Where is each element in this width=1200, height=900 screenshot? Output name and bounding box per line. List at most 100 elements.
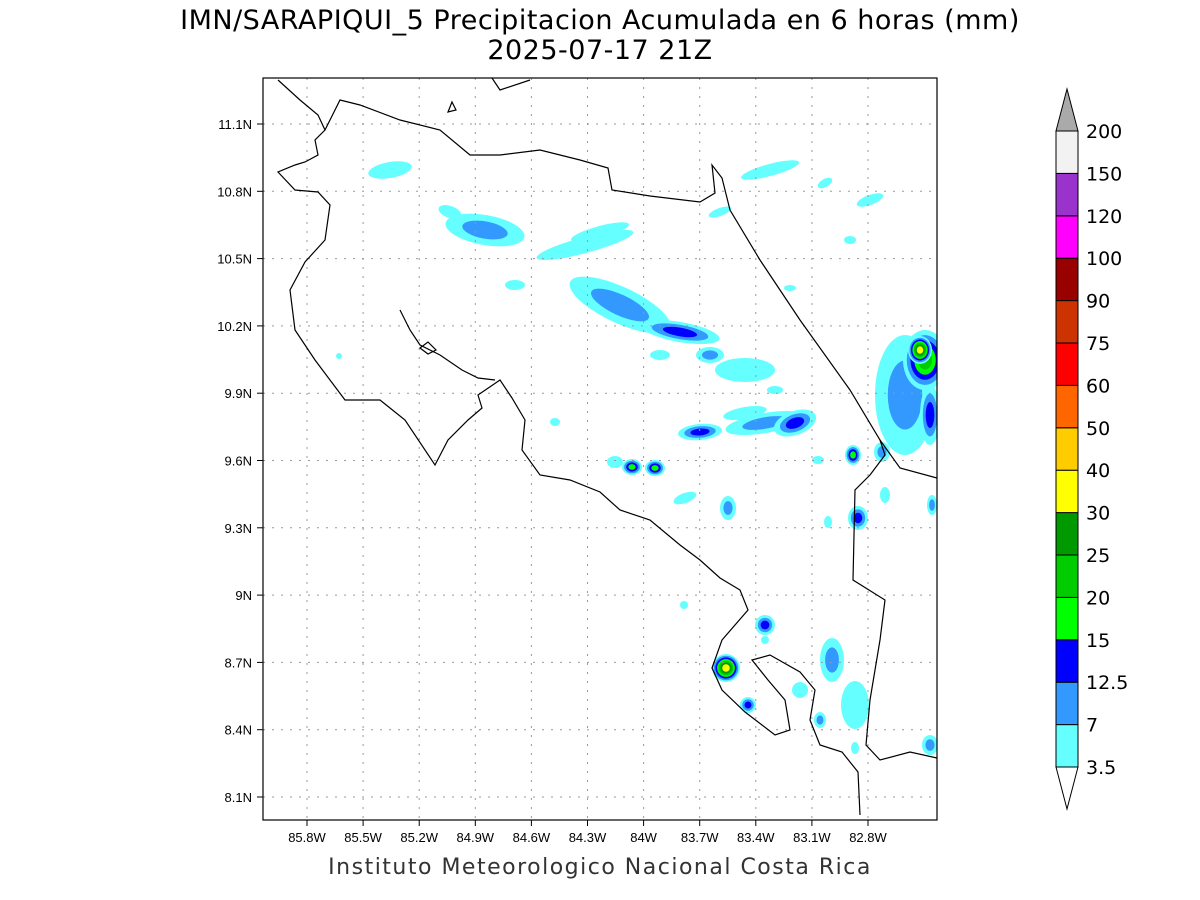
- precip-contour-level-0: [761, 636, 769, 644]
- map-frame: [262, 77, 938, 821]
- precip-contour-level-1: [462, 220, 508, 240]
- colorbar-swatch: [1055, 469, 1079, 514]
- precip-contour-level-0: [607, 456, 623, 468]
- chart-subtitle: 2025-07-17 21Z: [487, 35, 713, 66]
- precip-contour-level-3: [628, 464, 636, 470]
- colorbar: 3.5 7 12.5 15 20 25 30 40 50 60 75 90 100 120 150 200: [1055, 87, 1128, 811]
- x-tick-label: 83.7W: [681, 830, 719, 845]
- precipitation-field: [336, 160, 937, 755]
- nicaragua-border: [324, 99, 937, 479]
- precip-contour-level-0: [536, 229, 634, 261]
- precip-contour-level-1: [929, 499, 935, 511]
- precip-contour-level-2: [662, 326, 698, 338]
- colorbar-swatch: [1055, 342, 1079, 386]
- precip-contour-level-0: [844, 236, 856, 244]
- x-tick-label: 82.8W: [849, 830, 887, 845]
- x-tick-label: 84.6W: [513, 830, 551, 845]
- colorbar-label: 25: [1086, 545, 1110, 567]
- colorbar-label: 15: [1086, 630, 1110, 652]
- y-tick-label: 8.4N: [225, 723, 252, 738]
- colorbar-swatch: [1055, 681, 1079, 726]
- precip-contour-level-2: [785, 417, 805, 429]
- colorbar-under-arrow: [1055, 766, 1079, 811]
- precip-contour-level-0: [650, 350, 670, 360]
- x-tick-label: 83.1W: [793, 830, 831, 845]
- colorbar-label: 40: [1086, 460, 1110, 482]
- y-tick-label: 8.1N: [225, 790, 252, 805]
- x-tick-label: 85.5W: [344, 830, 382, 845]
- colorbar-label: 100: [1086, 248, 1122, 270]
- island: [447, 100, 457, 113]
- y-tick-label: 9.6N: [225, 454, 252, 469]
- colorbar-label: 3.5: [1086, 757, 1116, 779]
- precip-contour-level-0: [851, 742, 859, 754]
- precip-contour-level-0: [812, 456, 824, 464]
- precip-contour-level-1: [701, 350, 719, 360]
- precip-contour-level-0: [856, 193, 884, 207]
- precip-contour-level-0: [505, 280, 525, 290]
- x-tick-label: 85.2W: [400, 830, 438, 845]
- y-tick-label: 11.1N: [218, 117, 252, 132]
- precip-contour-level-6: [916, 346, 924, 354]
- axis-ticks: 85.8W 85.5W 85.2W 84.9W 84.6W 84.3W 84W 83.7W 83…: [217, 117, 887, 845]
- colorbar-label: 20: [1086, 587, 1110, 609]
- colorbar-swatch: [1055, 257, 1079, 302]
- coastline: [276, 78, 937, 816]
- colorbar-swatch: [1055, 384, 1079, 429]
- colorbar-swatch: [1055, 512, 1079, 556]
- colorbar-label: 150: [1086, 163, 1122, 185]
- x-tick-label: 84W: [630, 830, 657, 845]
- y-tick-label: 9N: [235, 588, 252, 603]
- precip-contour-level-0: [880, 487, 890, 503]
- precip-contour-level-1: [925, 739, 935, 751]
- precip-contour-level-0: [740, 160, 800, 180]
- y-tick-label: 10.8N: [217, 184, 252, 199]
- colorbar-label: 60: [1086, 375, 1110, 397]
- precip-contour-level-1: [877, 446, 887, 458]
- precip-contour-level-1: [816, 715, 824, 725]
- precip-contour-level-2: [925, 402, 935, 428]
- colorbar-swatch: [1055, 215, 1079, 259]
- precip-contour-level-1: [723, 501, 733, 515]
- precip-contour-level-1: [742, 416, 788, 430]
- colorbar-label: 12.5: [1086, 672, 1128, 694]
- precip-contour-level-0: [767, 386, 783, 394]
- precip-contour-level-1: [825, 647, 839, 673]
- precip-contour-level-0: [792, 682, 808, 698]
- colorbar-label: 90: [1086, 291, 1110, 313]
- precip-contour-level-0: [723, 405, 767, 421]
- y-tick-label: 10.2N: [217, 319, 252, 334]
- colorbar-label: 120: [1086, 206, 1122, 228]
- colorbar-swatch: [1055, 724, 1079, 768]
- panama-border: [852, 439, 937, 761]
- colorbar-label: 200: [1086, 121, 1122, 143]
- precip-contour-level-0: [570, 222, 630, 242]
- colorbar-label: 7: [1086, 715, 1098, 737]
- precip-contour-level-0: [336, 353, 342, 359]
- nicaragua-lake-shore: [491, 78, 531, 91]
- x-tick-label: 85.8W: [288, 830, 326, 845]
- colorbar-swatch: [1055, 596, 1079, 641]
- chira-island: [419, 341, 438, 355]
- y-tick-label: 10.5N: [217, 252, 252, 267]
- precip-contour-level-6: [722, 664, 730, 672]
- colorbar-swatch: [1055, 639, 1079, 683]
- precip-contour-level-0: [673, 491, 697, 505]
- x-tick-label: 83.4W: [737, 830, 775, 845]
- y-tick-label: 9.3N: [225, 521, 252, 536]
- colorbar-label: 75: [1086, 333, 1110, 355]
- y-tick-label: 8.7N: [225, 655, 252, 670]
- colorbar-over-arrow: [1055, 87, 1079, 132]
- precip-contour-level-0: [841, 681, 869, 729]
- precip-contour-level-2: [690, 428, 710, 436]
- colorbar-label: 50: [1086, 418, 1110, 440]
- precip-contour-level-3: [651, 465, 659, 471]
- chart-title: IMN/SARAPIQUI_5 Precipitacion Acumulada …: [180, 5, 1020, 36]
- x-tick-label: 84.3W: [569, 830, 607, 845]
- colorbar-swatch: [1055, 130, 1079, 174]
- precip-contour-level-2: [853, 512, 863, 524]
- precip-contour-level-0: [368, 161, 412, 179]
- precip-contour-level-0: [715, 358, 775, 382]
- nicoya-gulf: [399, 309, 496, 381]
